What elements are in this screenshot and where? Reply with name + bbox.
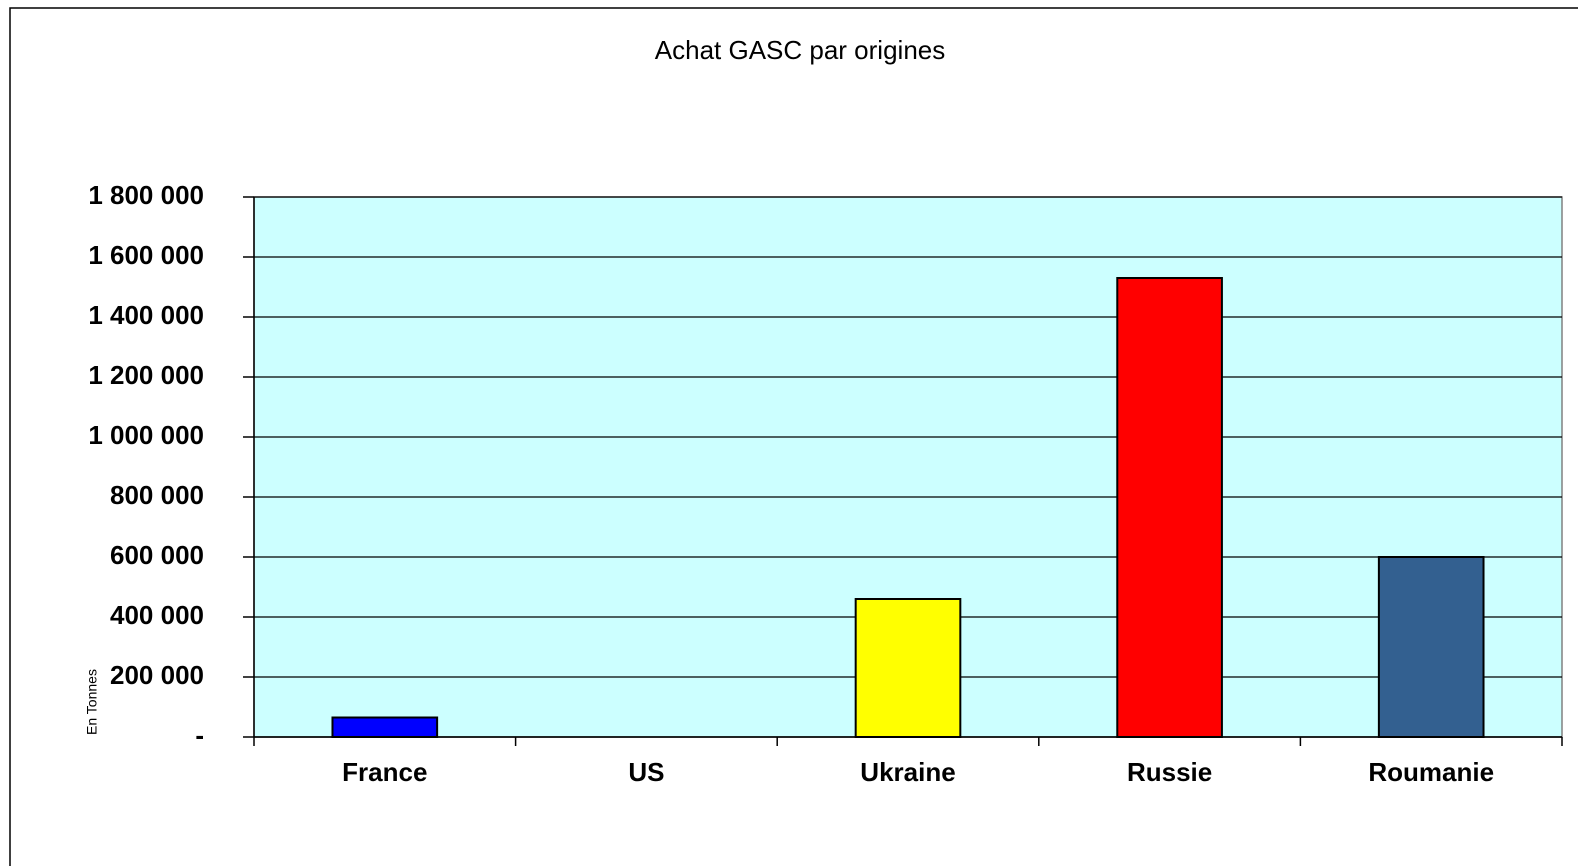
y-tick-label: 1 200 000 bbox=[88, 360, 204, 390]
y-axis-label: En Tonnes bbox=[84, 669, 100, 735]
y-tick-label: 400 000 bbox=[110, 600, 204, 630]
x-tick-label: Russie bbox=[1127, 757, 1212, 787]
x-tick-label: US bbox=[628, 757, 664, 787]
x-tick-label: France bbox=[342, 757, 427, 787]
y-tick-label: 600 000 bbox=[110, 540, 204, 570]
y-tick-label: - bbox=[195, 720, 204, 750]
y-tick-label: 800 000 bbox=[110, 480, 204, 510]
y-tick-label: 200 000 bbox=[110, 660, 204, 690]
x-tick-label: Ukraine bbox=[860, 757, 955, 787]
x-tick-label: Roumanie bbox=[1368, 757, 1494, 787]
bar bbox=[854, 598, 962, 738]
y-tick-label: 1 800 000 bbox=[88, 180, 204, 210]
bar bbox=[331, 716, 439, 738]
y-tick-label: 1 400 000 bbox=[88, 300, 204, 330]
y-tick-label: 1 000 000 bbox=[88, 420, 204, 450]
chart-title: Achat GASC par origines bbox=[655, 35, 945, 65]
bar bbox=[1377, 556, 1485, 738]
y-tick-label: 1 600 000 bbox=[88, 240, 204, 270]
bar bbox=[1116, 277, 1223, 738]
